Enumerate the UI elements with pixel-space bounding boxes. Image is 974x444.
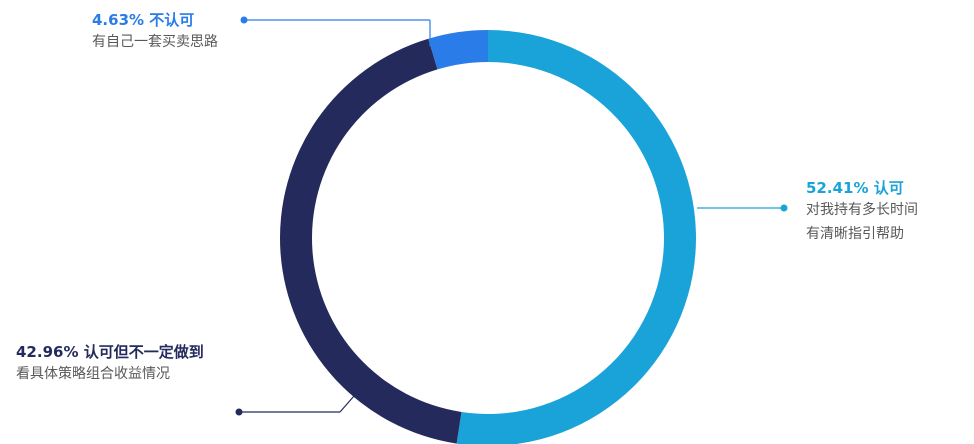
slice-desc-partial-1: 看具体策略组合收益情况 <box>16 366 170 382</box>
slice-name-partial: 认可但不一定做到 <box>83 343 204 361</box>
leader-dot-approve <box>780 204 788 212</box>
slice-label-not-approve: 4.63% 不认可 有自己一套买卖思路 <box>92 10 218 54</box>
slice-percent-approve: 52.41% <box>806 179 869 197</box>
slice-partial <box>279 38 462 444</box>
slice-title-not-approve: 4.63% 不认可 <box>92 10 218 30</box>
slice-desc-approve-1: 对我持有多长时间 <box>806 202 918 218</box>
slice-not-approve <box>428 30 488 70</box>
slice-desc-approve-2: 有清晰指引帮助 <box>806 226 904 242</box>
slice-name-not-approve: 不认可 <box>149 11 195 29</box>
slice-label-partial: 42.96% 认可但不一定做到 看具体策略组合收益情况 <box>16 342 204 386</box>
slice-label-approve: 52.41% 认可 对我持有多长时间 有清晰指引帮助 <box>806 178 918 246</box>
leader-dot-partial <box>235 408 243 416</box>
slice-percent-not-approve: 4.63% <box>92 11 145 29</box>
slice-name-approve: 认可 <box>873 179 904 197</box>
donut-slices <box>279 30 696 444</box>
slice-title-partial: 42.96% 认可但不一定做到 <box>16 342 204 362</box>
slice-title-approve: 52.41% 认可 <box>806 178 918 198</box>
slice-percent-partial: 42.96% <box>16 343 79 361</box>
leader-dot-not-approve <box>240 16 248 24</box>
slice-approve <box>456 30 696 444</box>
slice-desc-not-approve-1: 有自己一套买卖思路 <box>92 34 218 50</box>
leader-line-partial-rise <box>339 395 355 413</box>
